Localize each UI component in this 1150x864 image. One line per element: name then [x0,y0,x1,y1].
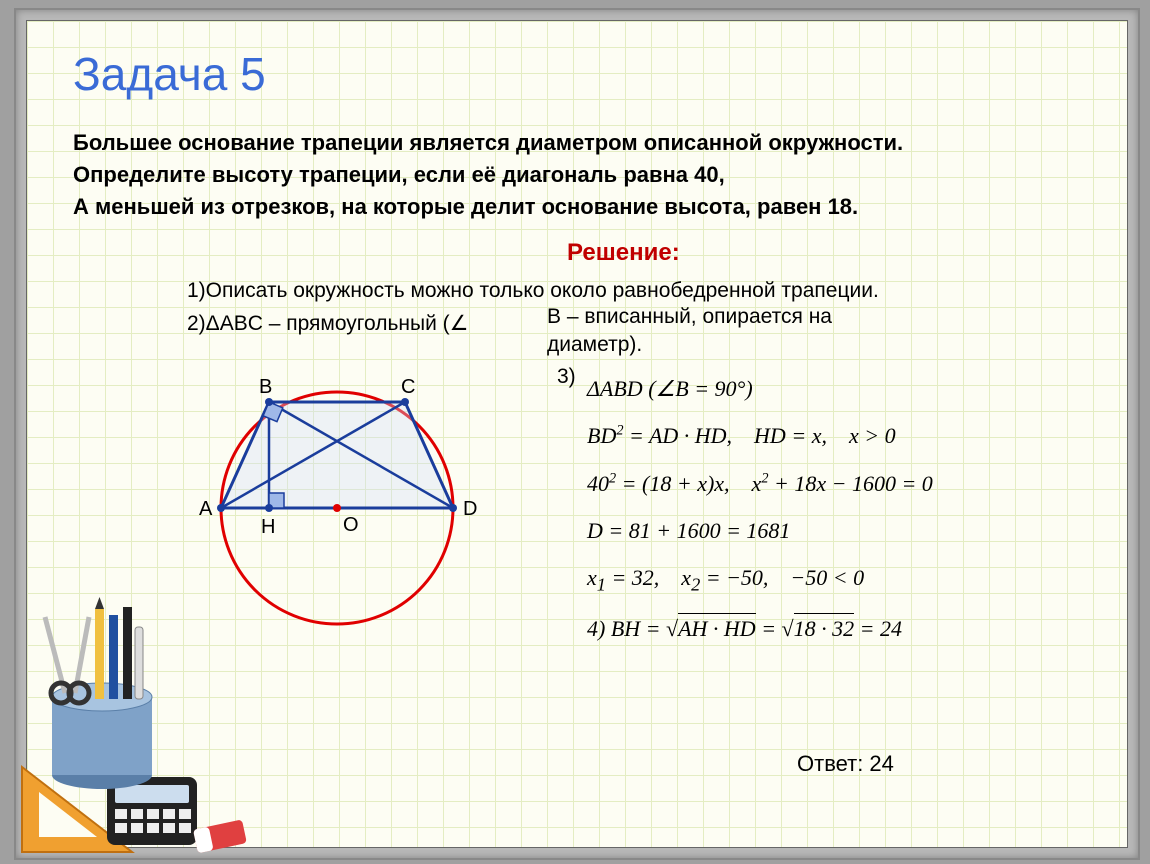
eraser-icon [193,819,247,853]
problem-line-2: Определите высоту трапеции, если её диаг… [73,159,1093,191]
grid-paper: Задача 5 Большее основание трапеции явля… [26,20,1128,848]
point-c [401,398,409,406]
step2b-l2: диаметр). [547,333,642,356]
label-a: A [199,498,213,520]
math-l1: ΔABD (∠B = 90°) [587,365,933,412]
supplies-clipart [17,597,267,857]
math-l6: 4) BH = √AH · HD = √18 · 32 = 24 [587,605,933,652]
label-h: H [261,516,275,538]
point-d [449,504,457,512]
math-l5: x1 = 32, x2 = −50, −50 < 0 [587,554,933,605]
step2b-l1: В – вписанный, опирается на [547,305,832,328]
label-d: D [463,498,477,520]
pen-black-icon [123,607,132,699]
solution-step-2b: В – вписанный, опирается на диаметр). [547,303,832,360]
trapezoid-diagram: A B C D H O [177,333,497,633]
answer: Ответ: 24 [797,751,894,777]
math-l2: BD2 = AD · HD, HD = x, x > 0 [587,412,933,459]
point-h [265,504,273,512]
calculator-screen [115,785,189,803]
slide-outer-frame: Задача 5 Большее основание трапеции явля… [14,8,1140,860]
ruler-icon [135,627,143,699]
math-l4: D = 81 + 1600 = 1681 [587,507,933,554]
math-l3: 402 = (18 + x)x, x2 + 18x − 1600 = 0 [587,460,933,507]
pencil-icon [95,609,104,699]
solution-step-1: 1)Описать окружность можно только около … [187,279,879,303]
problem-line-3: А меньшей из отрезков, на которые делит … [73,191,1093,223]
center-point [333,504,341,512]
label-o: O [343,514,359,536]
pen-blue-icon [109,615,118,699]
problem-statement: Большее основание трапеции является диам… [73,127,1093,223]
math-derivation: ΔABD (∠B = 90°) BD2 = AD · HD, HD = x, x… [587,365,933,652]
label-b: B [259,376,272,398]
trapezoid [221,402,453,508]
pencil-tip [95,597,104,609]
solution-heading: Решение: [567,239,680,267]
solution-step-3-label: 3) [557,365,576,389]
label-c: C [401,376,415,398]
point-b [265,398,273,406]
point-a [217,504,225,512]
problem-line-1: Большее основание трапеции является диам… [73,127,1093,159]
problem-title: Задача 5 [73,47,266,101]
